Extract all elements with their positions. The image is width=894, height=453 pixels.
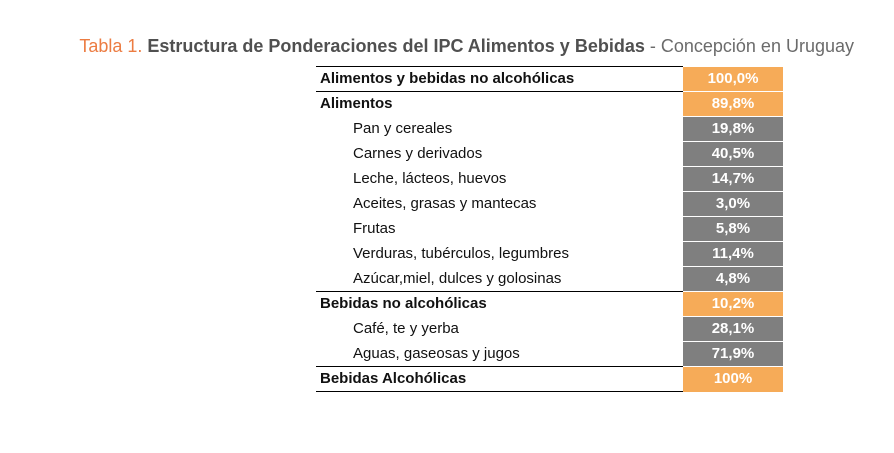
- item-label: Aguas, gaseosas y jugos: [316, 341, 683, 367]
- table-group-row: Alimentos 89,8%: [316, 91, 783, 117]
- table-group-row: Bebidas no alcohólicas 10,2%: [316, 291, 783, 317]
- group-label: Alimentos: [316, 91, 683, 117]
- group-weight-cell: 100%: [683, 366, 783, 392]
- item-label: Frutas: [316, 216, 683, 242]
- caption-subtitle: - Concepción en Uruguay: [649, 36, 854, 56]
- item-weight-cell: 28,1%: [683, 316, 783, 342]
- group-weight-cell: 100,0%: [683, 66, 783, 92]
- table-row: Verduras, tubérculos, legumbres 11,4%: [316, 241, 783, 267]
- item-weight-cell: 71,9%: [683, 341, 783, 367]
- table-group-row: Alimentos y bebidas no alcohólicas 100,0%: [316, 66, 783, 92]
- table-row: Leche, lácteos, huevos 14,7%: [316, 166, 783, 192]
- table-row: Café, te y yerba 28,1%: [316, 316, 783, 342]
- item-label: Leche, lácteos, huevos: [316, 166, 683, 192]
- group-weight-cell: 89,8%: [683, 91, 783, 117]
- group-label: Bebidas no alcohólicas: [316, 291, 683, 317]
- table-row: Carnes y derivados 40,5%: [316, 141, 783, 167]
- group-label: Alimentos y bebidas no alcohólicas: [316, 66, 683, 92]
- table-row: Frutas 5,8%: [316, 216, 783, 242]
- item-weight-cell: 4,8%: [683, 266, 783, 292]
- table-row: Aceites, grasas y mantecas 3,0%: [316, 191, 783, 217]
- item-weight-cell: 40,5%: [683, 141, 783, 167]
- table-caption: Tabla 1. Estructura de Ponderaciones del…: [79, 34, 854, 58]
- ipc-weights-table: Alimentos y bebidas no alcohólicas 100,0%…: [316, 66, 783, 392]
- table-row: Azúcar,miel, dulces y golosinas 4,8%: [316, 266, 783, 292]
- item-label: Carnes y derivados: [316, 141, 683, 167]
- table-row: Pan y cereales 19,8%: [316, 116, 783, 142]
- group-weight-cell: 10,2%: [683, 291, 783, 317]
- item-label: Verduras, tubérculos, legumbres: [316, 241, 683, 267]
- item-label: Azúcar,miel, dulces y golosinas: [316, 266, 683, 292]
- table-group-row: Bebidas Alcohólicas 100%: [316, 366, 783, 392]
- table-row: Aguas, gaseosas y jugos 71,9%: [316, 341, 783, 367]
- item-weight-cell: 3,0%: [683, 191, 783, 217]
- caption-title: Estructura de Ponderaciones del IPC Alim…: [147, 36, 645, 56]
- item-label: Aceites, grasas y mantecas: [316, 191, 683, 217]
- item-label: Café, te y yerba: [316, 316, 683, 342]
- item-label: Pan y cereales: [316, 116, 683, 142]
- item-weight-cell: 14,7%: [683, 166, 783, 192]
- caption-prefix: Tabla 1.: [79, 36, 143, 56]
- item-weight-cell: 5,8%: [683, 216, 783, 242]
- item-weight-cell: 19,8%: [683, 116, 783, 142]
- item-weight-cell: 11,4%: [683, 241, 783, 267]
- group-label: Bebidas Alcohólicas: [316, 366, 683, 392]
